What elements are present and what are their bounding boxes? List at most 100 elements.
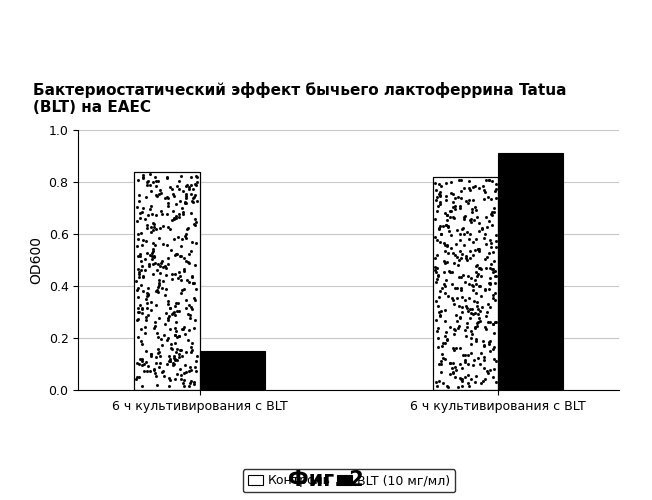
Point [473,318,483,326]
Point [437,339,448,347]
Point [483,369,494,377]
Point [432,264,442,272]
Point [142,249,153,257]
Point [489,256,499,264]
Point [141,298,152,306]
Point [155,360,165,368]
Point [154,362,164,370]
Point [134,196,144,204]
Point [441,192,451,200]
Point [132,286,142,294]
Point [454,302,464,310]
Point [133,304,143,312]
Point [183,224,194,232]
Point [145,205,155,213]
Point [484,318,495,326]
Point [161,173,171,181]
Point [180,232,190,239]
Point [187,272,198,280]
Point [140,216,150,224]
Point [475,264,486,272]
Point [484,340,494,348]
Point [442,336,452,344]
Point [464,294,474,302]
Point [144,260,155,268]
Point [462,319,472,327]
Point [474,227,484,235]
Point [469,356,480,364]
Point [430,264,440,272]
Point [161,286,171,294]
Point [460,278,470,286]
Point [141,346,151,354]
Point [149,224,159,232]
Point [136,382,147,390]
Point [434,222,445,230]
Point [179,267,190,275]
Point [433,270,443,278]
Point [170,339,180,347]
Point [192,173,202,181]
Point [439,282,450,290]
Point [189,378,200,386]
Point [489,204,499,212]
Point [135,355,145,363]
Point [448,296,458,304]
Point [173,274,183,282]
Point [431,268,441,276]
Point [436,188,446,196]
Point [463,198,473,206]
Point [179,369,189,377]
Point [178,325,188,333]
Point [183,336,194,344]
Point [133,294,143,302]
Point [143,176,153,184]
Point [485,264,496,272]
Point [448,369,458,377]
Point [153,332,164,340]
Point [489,208,499,216]
Point [473,305,483,313]
Point [471,268,481,276]
Point [439,289,450,297]
Point [439,268,449,276]
Point [485,366,496,374]
Point [157,368,168,376]
Point [454,314,465,322]
Point [469,323,480,331]
Point [450,194,460,202]
Point [460,252,471,260]
Point [170,251,180,259]
Point [162,192,172,200]
Point [192,196,202,204]
Point [141,224,152,232]
Point [142,367,153,375]
Point [180,199,190,207]
Point [454,236,465,244]
Point [186,344,196,351]
Point [134,273,145,281]
Point [434,360,445,368]
Point [447,364,457,372]
Point [138,173,148,181]
Point [175,198,185,205]
Point [176,172,186,179]
Point [445,323,456,331]
Point [176,276,186,284]
Point [436,357,447,365]
Point [181,296,192,304]
Point [133,266,143,274]
Point [183,310,193,318]
Point [464,230,475,237]
Point [170,310,181,318]
Point [484,280,495,288]
Point [471,338,481,345]
Point [168,190,178,198]
Point [171,250,182,258]
Point [447,368,458,376]
Point [190,239,201,247]
Point [134,268,144,276]
Point [459,240,469,248]
Point [138,272,149,280]
Point [149,324,159,332]
